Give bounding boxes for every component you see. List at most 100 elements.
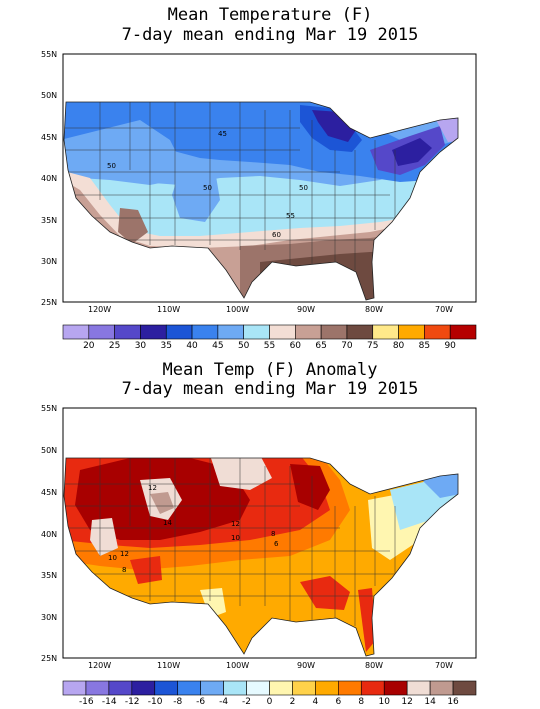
map1-colorbar-swatch <box>140 324 167 340</box>
map2-colorbar-label: -12 <box>124 697 140 707</box>
map2-colorbar-label: 6 <box>335 697 342 707</box>
map1-colorbar-label: 90 <box>444 341 456 351</box>
map1-colorbar-label: 45 <box>212 341 224 351</box>
map1-colorbar-label: 20 <box>83 341 95 351</box>
map2-contour-labels: 12 14 12 10 8 6 10 12 8 <box>108 484 279 574</box>
map1-colorbar-swatch <box>165 324 193 340</box>
map2-colorbar-swatch <box>62 680 87 696</box>
map2-frame <box>62 407 477 659</box>
map2-colorbar-label: -2 <box>242 697 252 707</box>
map2-colorbar-label: -14 <box>101 697 117 707</box>
map2-colorbar-swatch <box>360 680 385 696</box>
map1-colorbar-label: 30 <box>134 341 147 351</box>
map1-colorbar-swatch <box>320 324 348 340</box>
map2-lon-label: 100W <box>226 661 250 670</box>
map2-contour-label: 12 <box>231 520 240 528</box>
map2-colorbar-swatch <box>338 680 362 696</box>
map2-state-lines <box>64 458 400 626</box>
map2-contour-label: 10 <box>231 534 240 542</box>
map1-colorbar-label: 80 <box>392 341 405 351</box>
map2-lat-label: 35N <box>41 571 58 580</box>
map2-colorbar-swatch <box>452 680 477 696</box>
map1-colorbar-label: 25 <box>108 341 121 351</box>
map2-colorbar-swatch <box>429 680 454 696</box>
map1-colorbar-label: 65 <box>315 341 327 351</box>
map1-lon-label: 100W <box>226 305 250 314</box>
map2-colorbar-label: 14 <box>424 697 436 707</box>
map1-contour-labels: 45 50 50 50 55 60 <box>107 130 308 239</box>
map2-colorbar-label: 8 <box>358 697 365 707</box>
map2-colorbar-label: -10 <box>147 697 163 707</box>
map2-contour-label: 8 <box>122 566 126 574</box>
map1-colorbar-swatch <box>269 324 296 340</box>
map2-lat-label: 45N <box>41 488 58 497</box>
map2-subtitle: 7-day mean ending Mar 19 2015 <box>121 379 419 399</box>
map2-colorbar-swatch <box>131 680 156 696</box>
map2-colorbar-swatch <box>85 680 110 696</box>
map1-colorbar-swatch <box>449 324 477 340</box>
map1-colorbar-swatch <box>346 324 374 340</box>
map1-colorbar <box>62 324 477 340</box>
map2-lon-label: 80W <box>365 661 384 670</box>
map1-colorbar-label: 70 <box>341 341 353 351</box>
map2-colorbar-label: 4 <box>312 697 319 707</box>
map2-colorbar-swatch <box>292 680 316 696</box>
map1-colorbar-swatch <box>398 324 425 340</box>
map2-colorbar-swatch <box>154 680 179 696</box>
map1-colorbar-label: 50 <box>237 341 250 351</box>
map2-colorbar-label: -8 <box>173 697 183 707</box>
map1-contour-label: 50 <box>203 184 212 192</box>
map2-colorbar-swatch <box>269 680 293 696</box>
map2-colorbar-swatch <box>246 680 270 696</box>
map2-lat-label: 50N <box>41 446 58 455</box>
map2-colorbar-label: -4 <box>219 697 229 707</box>
map2-colorbar-label: 10 <box>378 697 390 707</box>
map1-us-outline <box>63 101 459 301</box>
map1-colorbar-swatch <box>191 324 219 340</box>
map1-lat-label: 25N <box>41 298 58 307</box>
map2-colorbar-label: -16 <box>78 697 94 707</box>
map1-colorbar-label: 60 <box>289 341 302 351</box>
map1-contour-label: 50 <box>107 162 116 170</box>
map2-lat-label: 40N <box>41 530 58 539</box>
map2-contour-label: 8 <box>271 530 275 538</box>
map1-subtitle: 7-day mean ending Mar 19 2015 <box>121 25 419 45</box>
map2-contour-label: 6 <box>274 540 279 548</box>
map1-contour-label: 60 <box>272 231 281 239</box>
map1-colorbar-swatch <box>217 324 244 340</box>
map2-colorbar-swatch <box>406 680 431 696</box>
map2-colorbar-label: -6 <box>196 697 206 707</box>
map2-colorbar-label: 2 <box>289 697 296 707</box>
map2-contour-label: 12 <box>120 550 129 558</box>
map2-lat-label: 55N <box>41 404 58 413</box>
map1-lon-label: 70W <box>435 305 454 314</box>
map1-colorbar-label: 35 <box>160 341 172 351</box>
map2-colorbar-swatch <box>200 680 224 696</box>
map2-lon-label: 120W <box>88 661 112 670</box>
map1-lon-label: 80W <box>365 305 384 314</box>
map1-state-lines <box>64 102 400 270</box>
map2-title: Mean Temp (F) Anomaly <box>162 360 378 380</box>
map1-colorbar-swatch <box>243 324 270 340</box>
map1-title: Mean Temperature (F) <box>167 5 373 25</box>
map1-colorbar-label: 85 <box>418 341 431 351</box>
map1-colorbar-swatch <box>88 324 115 340</box>
map1-colorbar-label: 55 <box>263 341 276 351</box>
map2-us-outline <box>63 457 459 657</box>
map2-lon-label: 90W <box>297 661 316 670</box>
map1-contour-label: 45 <box>218 130 227 138</box>
map1-colorbar-swatch <box>372 324 399 340</box>
map2-colorbar-label: 12 <box>401 697 413 707</box>
map1-colorbar-swatch <box>424 324 451 340</box>
map1-lat-label: 30N <box>41 257 58 266</box>
map2-lon-label: 110W <box>157 661 181 670</box>
map2-colorbar-swatch <box>315 680 339 696</box>
map2-lon-label: 70W <box>435 661 454 670</box>
map2-contour-label: 12 <box>148 484 157 492</box>
map2-colorbar-swatch <box>177 680 201 696</box>
map2-colorbar-swatch <box>108 680 133 696</box>
map1-lat-label: 45N <box>41 133 58 142</box>
map2-lat-label: 25N <box>41 654 58 663</box>
map1-lon-label: 120W <box>88 305 112 314</box>
